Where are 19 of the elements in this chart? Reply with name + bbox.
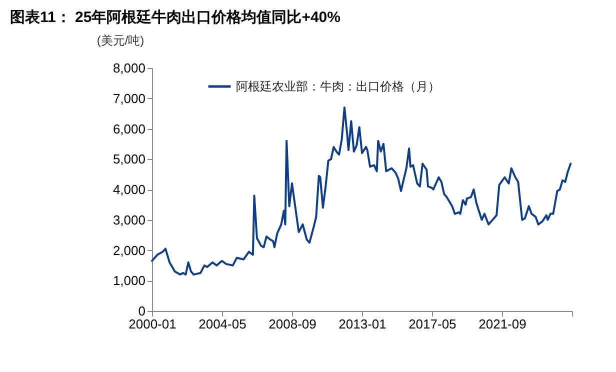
line-series xyxy=(151,106,572,276)
y-tick-label: 6,000 xyxy=(112,121,146,136)
y-tick-label: 2,000 xyxy=(112,242,146,258)
chart-title: 图表11： 25年阿根廷牛肉出口价格均值同比+40% xyxy=(10,8,340,27)
y-tick-label: 0 xyxy=(138,304,146,318)
x-tick-label: 2008-09 xyxy=(268,316,316,332)
y-axis-title: (美元/吨) xyxy=(96,34,144,48)
x-tick-label: 2017-05 xyxy=(408,316,456,332)
y-tick-label: 8,000 xyxy=(112,60,146,76)
y-tick-label: 3,000 xyxy=(112,212,146,228)
y-tick-label: 7,000 xyxy=(112,90,146,106)
x-tick-label: 2021-09 xyxy=(478,316,526,332)
legend-label: 阿根廷农业部：牛肉：出口价格（月） xyxy=(236,80,440,94)
y-tick-label: 5,000 xyxy=(112,152,146,167)
x-tick-label: 2004-05 xyxy=(198,316,246,332)
x-tick-label: 2000-01 xyxy=(128,316,176,332)
y-tick-label: 1,000 xyxy=(112,273,146,288)
x-tick-label: 2013-01 xyxy=(338,316,386,332)
y-tick-label: 4,000 xyxy=(112,182,146,197)
